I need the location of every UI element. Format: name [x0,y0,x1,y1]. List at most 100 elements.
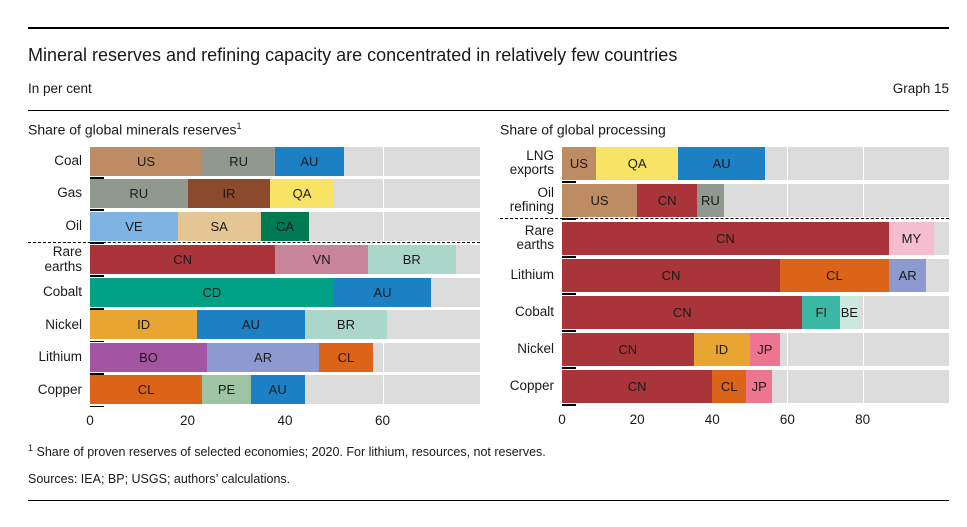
category-axis-tick [90,340,104,343]
chart-row-oil-refining: Oil refining US CN RU [500,183,949,221]
segment-country-label: VN [312,252,331,268]
bar-track-coal: US RU AU [90,146,480,179]
chart-row-lng-exports: LNG exports US QA AU [500,146,949,184]
bar-track-cobalt: CD AU [90,277,480,310]
chart-row-cobalt: Cobalt CD AU [28,277,480,310]
x-axis-tick-label-40: 40 [277,412,293,428]
segment-country-label: IR [222,186,236,202]
segment-country-label: BO [139,349,158,365]
gridline-60 [787,146,789,180]
x-axis-tick-label-20: 20 [179,412,196,428]
segment-country-label: AU [373,284,392,300]
bar-track-copper: CL PE AU [90,375,480,408]
segment-country-label: CN [661,267,681,283]
bar-segment-oil-ca: CA [260,211,310,241]
bar-track-nickel: CN ID JP [562,332,949,370]
chart-row-copper: Copper CN CL JP [500,369,949,407]
processing-panel-title-text: Share of global processing [500,121,666,138]
bar-segment-oil-refining-cn: CN [637,183,698,217]
segment-country-label: RU [129,186,149,202]
segment-country-label: CD [202,284,222,300]
bar-segment-nickel-cn: CN [562,332,694,366]
bar-segment-coal-us: US [90,146,203,176]
bar-segment-oil-ve: VE [90,211,178,241]
bar-segment-cobalt-fi: FI [802,295,841,329]
bar-segment-cobalt-cd: CD [90,277,334,307]
category-axis-tick [562,330,576,333]
segment-country-label: CL [826,267,843,283]
gridline-60 [382,179,384,209]
bar-segment-rare-earths-br: BR [367,245,456,275]
bar-segment-nickel-jp: JP [749,332,780,366]
bar-segment-copper-au: AU [250,375,305,405]
bar-segment-copper-cn: CN [562,369,713,403]
segment-country-label: SA [210,218,228,234]
segment-country-label: ID [137,317,151,333]
bar-track-gas: RU IR QA [90,179,480,212]
segment-country-label: PE [217,382,236,398]
charts-area: Share of global minerals reserves1 Coal U… [28,121,949,430]
segment-country-label: AR [898,267,917,283]
chart-row-rare-earths: Rare earths CN MY [500,221,949,259]
bar-segment-lithium-cn: CN [562,258,780,292]
segment-country-label: FI [815,304,828,320]
footnote-marker-superscript: 1 [236,121,242,131]
category-label-copper: Copper [509,377,554,393]
category-label-coal: Coal [54,152,82,168]
segment-country-label: MY [901,230,922,246]
bar-segment-copper-jp: JP [746,369,773,403]
segment-country-label: QA [292,186,312,202]
header-divider [28,110,949,111]
footnote: 1 Share of proven reserves of selected e… [28,443,949,459]
segment-country-label: BR [402,252,421,268]
category-label-cobalt: Cobalt [42,284,82,300]
category-axis-tick [562,256,576,259]
bottom-rule [28,499,949,501]
category-label-oil: Oil [65,217,83,233]
segment-country-label: AU [300,153,319,169]
bar-segment-cobalt-be: BE [840,295,859,329]
reserves-x-axis: 0 20 40 60 [86,408,480,430]
category-axis-tick [90,275,104,278]
category-axis-tick [90,176,104,179]
category-label-nickel: Nickel [45,316,82,332]
footnote-text: Share of proven reserves of selected eco… [36,444,546,459]
bar-segment-oil-refining-us: US [562,183,638,217]
bar-segment-oil-refining-ru: RU [697,183,724,217]
bar-track-cobalt: CN FI BE [562,295,949,333]
bar-segment-gas-ru: RU [90,179,188,209]
segment-country-label: AU [241,317,260,333]
bar-segment-copper-cl: CL [90,375,203,405]
chart-row-cobalt: Cobalt CN FI BE [500,295,949,333]
gridline-80 [862,332,864,366]
segment-country-label: JP [757,341,773,357]
bar-track-lithium: BO AR CL [90,342,480,375]
segment-country-label: JP [751,378,767,394]
bar-track-lithium: CN CL AR [562,258,949,296]
bar-segment-lithium-cl: CL [319,342,373,372]
segment-country-label: BE [840,304,859,320]
bar-segment-lithium-cl: CL [779,258,889,292]
bar-segment-oil-sa: SA [177,211,261,241]
bar-segment-rare-earths-cn: CN [562,221,889,255]
segment-country-label: CL [720,378,738,394]
segment-country-label: AU [712,155,731,171]
fuels-minerals-separator [500,218,949,220]
bar-segment-nickel-id: ID [693,332,750,366]
segment-country-label: CN [672,304,692,320]
segment-country-label: QA [627,155,647,171]
segment-country-label: RU [701,192,720,208]
segment-country-label: CL [337,349,355,365]
category-label-nickel: Nickel [517,340,554,356]
segment-country-label: CN [627,378,647,394]
bar-segment-rare-earths-my: MY [888,221,934,255]
chart-row-gas: Gas RU IR QA [28,179,480,212]
gridline-60 [382,375,384,405]
chart-row-lithium: Lithium CN CL AR [500,258,949,296]
reserves-panel: Share of global minerals reserves1 Coal U… [28,121,480,430]
bar-segment-coal-au: AU [275,146,344,176]
category-axis-tick [562,367,576,370]
segment-country-label: AR [254,349,273,365]
bar-segment-copper-cl: CL [712,369,747,403]
